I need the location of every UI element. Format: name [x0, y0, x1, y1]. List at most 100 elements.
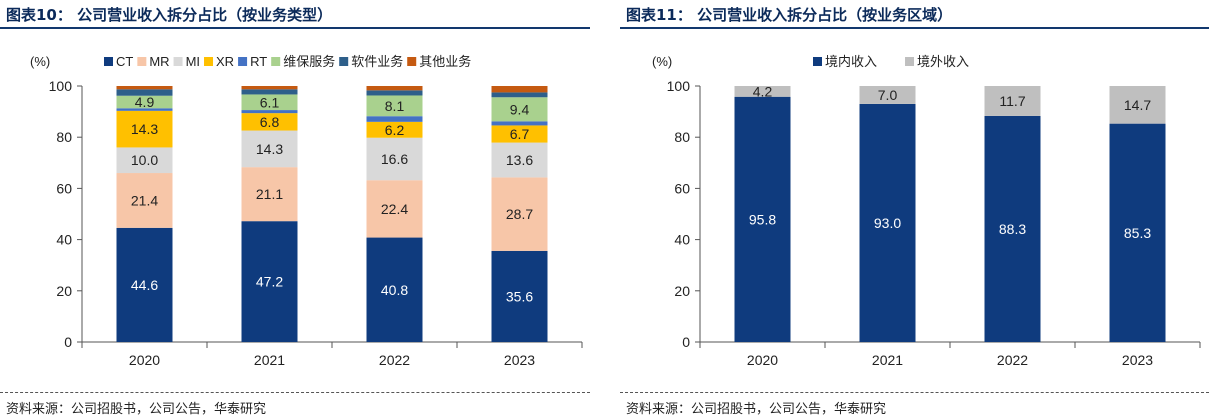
right-x-tick-label: 2023 [1122, 352, 1153, 368]
right-data-label: 85.3 [1124, 225, 1151, 241]
left-source-note: 资料来源：公司招股书，公司公告，华泰研究 [6, 402, 267, 417]
left-legend-label: MR [149, 54, 169, 69]
left-data-label: 14.3 [131, 121, 158, 137]
left-y-tick-label: 60 [56, 180, 72, 196]
left-data-label: 8.1 [385, 98, 405, 114]
left-bar-segment [491, 86, 548, 93]
right-data-label: 14.7 [1124, 97, 1151, 113]
right-legend-swatch [905, 57, 915, 66]
left-bar-segment [116, 108, 173, 111]
left-bar-segment [116, 86, 173, 90]
left-bar-segment [366, 121, 423, 138]
left-data-label: 22.4 [381, 201, 408, 217]
right-bar-segment [859, 86, 916, 104]
right-bar-segment [984, 115, 1041, 343]
left-legend-swatch [407, 57, 417, 66]
left-data-label: 6.1 [260, 94, 280, 110]
left-x-tick-label: 2021 [254, 352, 285, 368]
left-x-tick-label: 2020 [129, 352, 160, 368]
left-data-label: 6.2 [385, 122, 405, 138]
left-unit-label: (%) [30, 54, 50, 69]
left-bar-segment [491, 92, 548, 98]
right-figure-panel: 图表11： 公司营业收入拆分占比（按业务区域） (%) 0 20 40 60 80 100 9… [620, 0, 1209, 417]
left-bar-segment [116, 95, 173, 109]
right-source-rule [620, 392, 1209, 394]
left-data-label: 6.7 [510, 126, 530, 142]
left-bar-segment [491, 142, 548, 178]
left-figure-panel: 图表10： 公司营业收入拆分占比（按业务类型） (%) 0 20 40 60 80 100 4… [0, 0, 590, 417]
left-legend-swatch [104, 57, 113, 66]
right-legend-label: 境内收入 [825, 54, 877, 69]
right-bar-segment [1109, 123, 1166, 342]
left-data-label: 47.2 [256, 274, 283, 290]
left-source-rule [0, 392, 590, 394]
left-bar-segment [116, 89, 173, 96]
right-unit-label: (%) [652, 54, 672, 69]
left-bar-segment [366, 116, 423, 122]
right-stacked-bar-chart: (%) 0 20 40 60 80 100 95.8 4.2 2020 93.0 7.0 2021 88.… [652, 54, 1201, 368]
right-y-tick-label: 0 [682, 334, 690, 350]
left-bar-segment [366, 237, 423, 342]
left-bar-segment [491, 125, 548, 143]
right-bar-segment [859, 103, 916, 342]
left-y-tick-label: 0 [64, 334, 72, 350]
left-data-label: 40.8 [381, 282, 408, 298]
left-bar-segment [366, 90, 423, 96]
right-data-label: 95.8 [749, 211, 776, 227]
right-legend-swatch [813, 57, 822, 66]
left-bar-segment [116, 227, 173, 342]
right-x-tick-label: 2020 [747, 352, 778, 368]
left-legend-label: MI [186, 54, 200, 69]
left-bar-segment [116, 147, 173, 174]
left-x-tick-label: 2022 [379, 352, 410, 368]
left-bar-segment [241, 86, 298, 90]
right-x-tick-label: 2021 [872, 352, 903, 368]
right-title-rule [620, 27, 1209, 29]
left-data-label: 13.6 [506, 152, 533, 168]
left-data-label: 44.6 [131, 277, 158, 293]
left-legend-swatch [271, 57, 281, 66]
left-legend-label: XR [216, 54, 234, 69]
left-bar-segment [241, 130, 298, 168]
right-bar-segment [1109, 86, 1166, 124]
left-data-label: 9.4 [510, 101, 530, 117]
left-y-tick-label: 20 [56, 283, 72, 299]
left-bar-segment [241, 167, 298, 222]
right-bar-segment [734, 86, 791, 97]
left-bar-segment [366, 86, 423, 91]
left-bar-segment [491, 97, 548, 122]
right-figure-title: 图表11： 公司营业收入拆分占比（按业务区域） [626, 6, 953, 24]
left-x-tick-label: 2023 [504, 352, 535, 368]
left-y-tick-label: 100 [49, 78, 73, 94]
right-legend-label: 境外收入 [917, 54, 969, 69]
left-bar-segment [116, 110, 173, 148]
left-bar-segment [491, 121, 548, 126]
left-bar-segment [241, 113, 298, 131]
left-bar-segment [491, 250, 548, 342]
right-y-tick-label: 60 [674, 180, 690, 196]
left-data-label: 21.1 [256, 186, 283, 202]
left-stacked-bar-chart: (%) 0 20 40 60 80 100 44.6 21.4 10.0 14.3 4.9 2020 47… [30, 54, 583, 368]
left-bar-segment [241, 89, 298, 95]
right-y-tick-label: 40 [674, 232, 690, 248]
left-data-label: 16.6 [381, 151, 408, 167]
left-data-label: 6.8 [260, 114, 280, 130]
left-data-label: 4.9 [135, 94, 155, 110]
right-y-tick-label: 20 [674, 283, 690, 299]
left-legend-label: 其他业务 [419, 54, 471, 69]
right-y-tick-label: 100 [667, 78, 691, 94]
left-bar-segment [366, 95, 423, 117]
left-figure-title: 图表10： 公司营业收入拆分占比（按业务类型） [6, 6, 333, 24]
left-legend-swatch [137, 57, 147, 66]
left-bar-segment [366, 180, 423, 238]
left-data-label: 10.0 [131, 152, 158, 168]
left-legend-label: RT [250, 54, 267, 69]
left-bar-segment [241, 94, 298, 111]
right-bar-segment [734, 96, 791, 342]
right-y-tick-label: 80 [674, 129, 690, 145]
left-bar-segment [116, 173, 173, 228]
left-legend-swatch [173, 57, 183, 66]
left-data-label: 35.6 [506, 288, 533, 304]
left-y-tick-label: 40 [56, 232, 72, 248]
left-legend-label: CT [116, 54, 133, 69]
